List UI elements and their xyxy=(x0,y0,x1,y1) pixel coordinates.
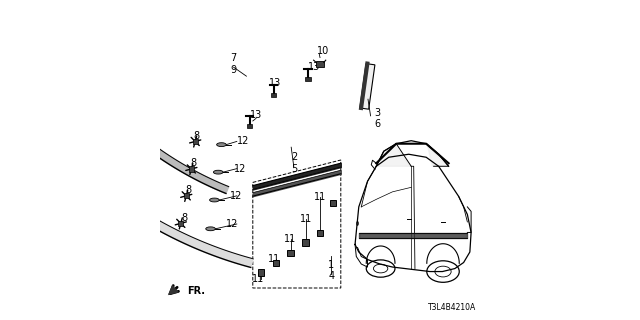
Text: 11: 11 xyxy=(314,192,326,202)
Text: 12: 12 xyxy=(226,219,238,229)
Text: 12: 12 xyxy=(230,191,243,201)
Text: 1
4: 1 4 xyxy=(328,260,334,281)
Text: 7
9: 7 9 xyxy=(230,53,237,75)
Text: 11: 11 xyxy=(300,214,312,224)
Text: 8: 8 xyxy=(181,212,187,223)
Text: FR.: FR. xyxy=(187,286,205,296)
Bar xyxy=(271,93,276,97)
Ellipse shape xyxy=(210,198,220,202)
Bar xyxy=(184,193,189,198)
Text: 2
5: 2 5 xyxy=(291,152,298,174)
Bar xyxy=(247,124,253,128)
Bar xyxy=(193,139,198,144)
Bar xyxy=(287,250,294,256)
Bar xyxy=(305,77,311,81)
Ellipse shape xyxy=(216,143,227,147)
Text: 8: 8 xyxy=(194,131,200,141)
Polygon shape xyxy=(31,0,228,194)
Text: 13: 13 xyxy=(307,62,320,72)
Text: 11: 11 xyxy=(268,253,281,264)
Text: 13: 13 xyxy=(269,78,282,88)
Text: 11: 11 xyxy=(252,274,264,284)
Polygon shape xyxy=(360,64,375,109)
Text: 12: 12 xyxy=(237,136,249,147)
Bar xyxy=(317,230,323,236)
Text: 3
6: 3 6 xyxy=(374,108,381,129)
Bar xyxy=(258,269,264,276)
Text: 8: 8 xyxy=(191,158,196,168)
Text: 8: 8 xyxy=(186,185,192,196)
Bar xyxy=(273,260,279,266)
Bar xyxy=(302,239,308,246)
Text: 10: 10 xyxy=(317,46,330,56)
Text: T3L4B4210A: T3L4B4210A xyxy=(428,303,476,312)
Polygon shape xyxy=(378,145,410,166)
Bar xyxy=(178,221,184,226)
Polygon shape xyxy=(0,0,253,268)
Ellipse shape xyxy=(214,170,223,174)
Ellipse shape xyxy=(206,227,215,231)
Text: 13: 13 xyxy=(250,110,262,120)
Bar xyxy=(330,200,336,206)
Text: 11: 11 xyxy=(284,234,296,244)
Polygon shape xyxy=(428,145,447,166)
Text: 12: 12 xyxy=(234,164,246,174)
Bar xyxy=(189,166,194,172)
Bar xyxy=(316,61,324,67)
